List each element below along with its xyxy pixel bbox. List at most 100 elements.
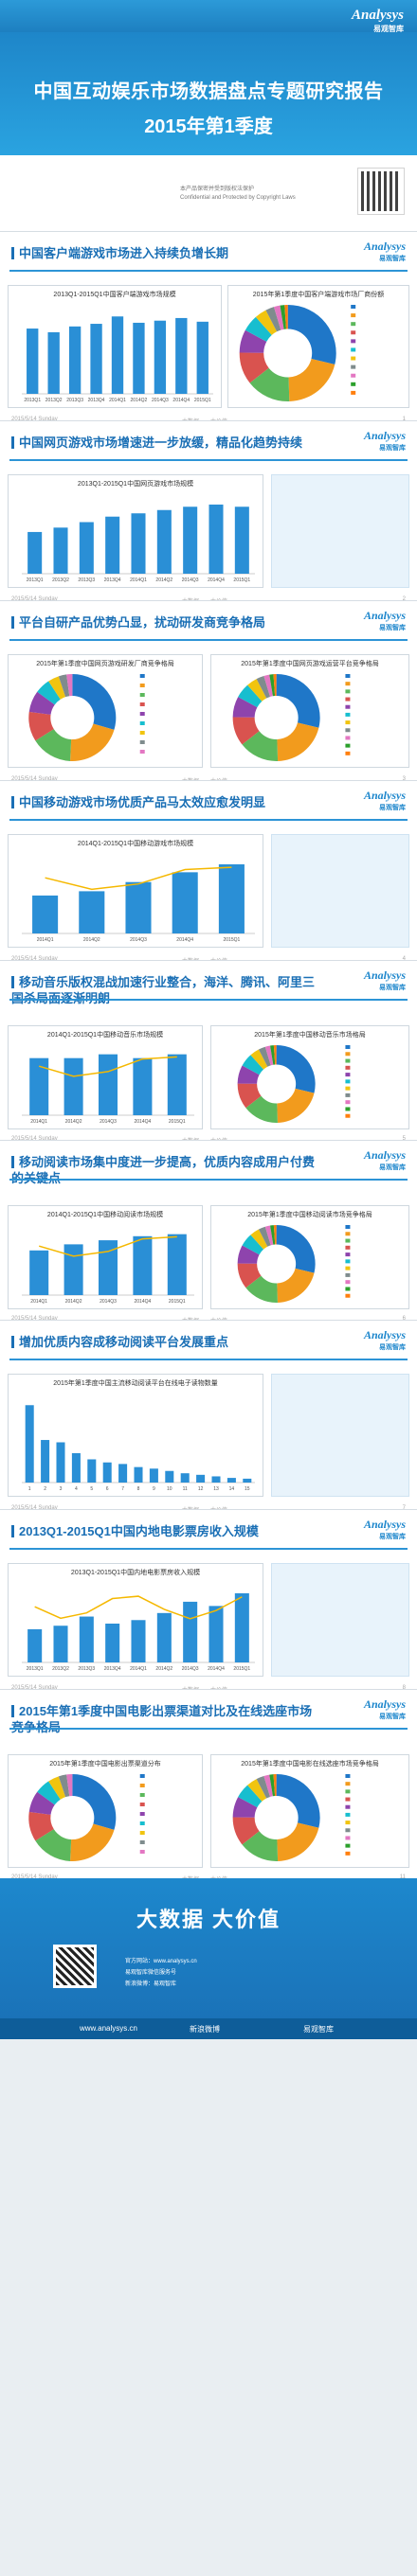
donut-slice: [287, 305, 336, 364]
slide-date: 2015/5/14 Sunday: [11, 956, 58, 960]
x-tick-label: 2013Q4: [104, 1666, 121, 1672]
legend-swatch: [345, 1100, 351, 1105]
bar-chart: 2014Q1 2014Q2 2014Q3 2014Q4 2015Q1: [22, 863, 255, 943]
slide-brand-logo: Analysys 易观智库: [364, 240, 406, 263]
slide-footer-mid1: 大数据: [182, 1685, 199, 1689]
bar: [172, 872, 198, 933]
slide-title: 增加优质内容成移动阅读平台发展重点: [11, 1334, 324, 1350]
bar: [111, 316, 124, 394]
bar: [105, 1624, 120, 1662]
donut-slice: [28, 711, 54, 741]
x-tick-label: 5: [90, 1486, 93, 1492]
legend-swatch: [345, 674, 351, 678]
slide-footer-mid2: 大价值: [210, 1316, 227, 1320]
slide-brand: Analysys: [363, 1328, 406, 1341]
donut-slice: [28, 1791, 55, 1815]
slide-brand-logo: Analysys 易观智库: [364, 1697, 406, 1721]
slide-footer-mid1: 大数据: [182, 956, 199, 960]
slide-page-number: 2: [402, 596, 406, 600]
slide-date: 2015/5/14 Sunday: [11, 417, 58, 420]
footer-links: 官方网站：www.analysys.cn 易观智库微信服务号 新浪微博：易观智库: [125, 1956, 197, 1990]
legend-swatch: [345, 1107, 351, 1111]
x-tick-label: 2015Q1: [233, 1666, 250, 1672]
bar: [211, 1476, 221, 1483]
footer-link-weibo[interactable]: 新浪微博：易观智库: [125, 1981, 177, 1987]
footer-link-wechat: 易观智库微信服务号: [125, 1970, 177, 1976]
bar: [105, 516, 120, 574]
growth-line: [38, 1235, 177, 1257]
slide-date: 2015/5/14 Sunday: [11, 1136, 58, 1140]
legend-swatch: [351, 373, 356, 378]
title-divider: [9, 1179, 408, 1181]
donut-slice: [277, 722, 319, 761]
slide-brand-cn: 易观智库: [379, 1343, 406, 1351]
slide-brand-cn: 易观智库: [379, 255, 406, 262]
slide-brand-logo: Analysys 易观智库: [364, 609, 406, 632]
x-tick-label: 2014Q1: [130, 577, 147, 583]
x-tick-label: 2014Q2: [83, 937, 100, 943]
bar: [175, 317, 188, 394]
slide-brand-cn: 易观智库: [379, 984, 406, 991]
chart-panel-title: 2015年第1季度中国电影出票渠道分布: [49, 1761, 161, 1768]
x-tick-label: 2014Q2: [155, 577, 172, 583]
x-tick-label: 2014Q3: [130, 937, 147, 943]
title-divider: [9, 819, 408, 821]
legend-swatch: [345, 1073, 351, 1077]
legend-swatch: [345, 1804, 351, 1809]
chart-panel-left: 2013Q1-2015Q1中国网页游戏市场规模 2013Q1 2013Q2 2013Q…: [8, 474, 263, 588]
chart-panel-right: 2015年第1季度中国电影在线选座市场竞争格局: [210, 1754, 409, 1868]
legend-swatch: [351, 330, 356, 335]
x-tick-label: 2013Q1: [27, 577, 44, 583]
bar: [68, 326, 82, 394]
donut-chart: [232, 1774, 351, 1861]
footer-website[interactable]: www.analysys.cn: [80, 2024, 137, 2033]
legend-swatch: [345, 1821, 351, 1825]
bar: [183, 506, 198, 574]
donut-slice: [276, 1225, 316, 1273]
slide-brand: Analysys: [363, 1518, 406, 1531]
donut-slice: [280, 305, 286, 329]
legend-swatch: [345, 1287, 351, 1291]
bar: [208, 1606, 224, 1662]
legend-swatch: [345, 1789, 351, 1794]
slide-footer-mid2: 大价值: [210, 956, 227, 960]
bar: [133, 1235, 153, 1295]
bar: [167, 1054, 187, 1115]
slide-brand-logo: Analysys 易观智库: [364, 1518, 406, 1541]
donut-slice: [284, 305, 288, 329]
bar: [53, 527, 68, 574]
x-tick-label: 2014Q4: [176, 937, 193, 943]
donut-slice: [249, 367, 290, 401]
slide-brand-logo: Analysys 易观智库: [364, 789, 406, 812]
donut-slice: [273, 674, 277, 697]
legend-swatch: [345, 1045, 351, 1049]
legend-swatch: [345, 728, 351, 733]
x-tick-label: 2014Q2: [131, 398, 148, 403]
donut-chart: [237, 1225, 351, 1303]
chart-panel-title: 2015年第1季度中国主流移动阅读平台在线电子读物数量: [53, 1380, 218, 1387]
donut-slice: [237, 1065, 260, 1084]
donut-slice: [250, 1229, 268, 1250]
slide-brand-cn: 易观智库: [379, 1713, 406, 1720]
legend-swatch: [351, 305, 356, 309]
slide-page-number: 11: [399, 1874, 406, 1878]
legend-swatch: [139, 1831, 145, 1835]
chart-panel-title: 2014Q1-2015Q1中国移动游戏市场规模: [77, 841, 194, 847]
legend-swatch: [345, 712, 351, 717]
x-tick-label: 2014Q4: [135, 1299, 152, 1305]
donut-slice: [258, 1046, 271, 1067]
bar: [102, 1462, 112, 1483]
chart-panel-right: 2015年第1季度中国移动阅读市场竞争格局: [210, 1205, 409, 1309]
bar: [196, 1474, 206, 1483]
legend-swatch: [139, 1840, 145, 1844]
bar: [29, 1250, 49, 1295]
footer-sina[interactable]: 新浪微博: [190, 2025, 220, 2034]
slide-date: 2015/5/14 Sunday: [11, 776, 58, 780]
donut-slice: [277, 1088, 315, 1123]
x-tick-label: 2013Q3: [78, 577, 95, 583]
donut-slice: [242, 731, 279, 761]
footer-link-website[interactable]: 官方网站：www.analysys.cn: [125, 1959, 197, 1964]
x-tick-label: 12: [198, 1486, 204, 1492]
legend-swatch: [139, 1812, 145, 1816]
slide-page-number: 7: [402, 1505, 406, 1509]
